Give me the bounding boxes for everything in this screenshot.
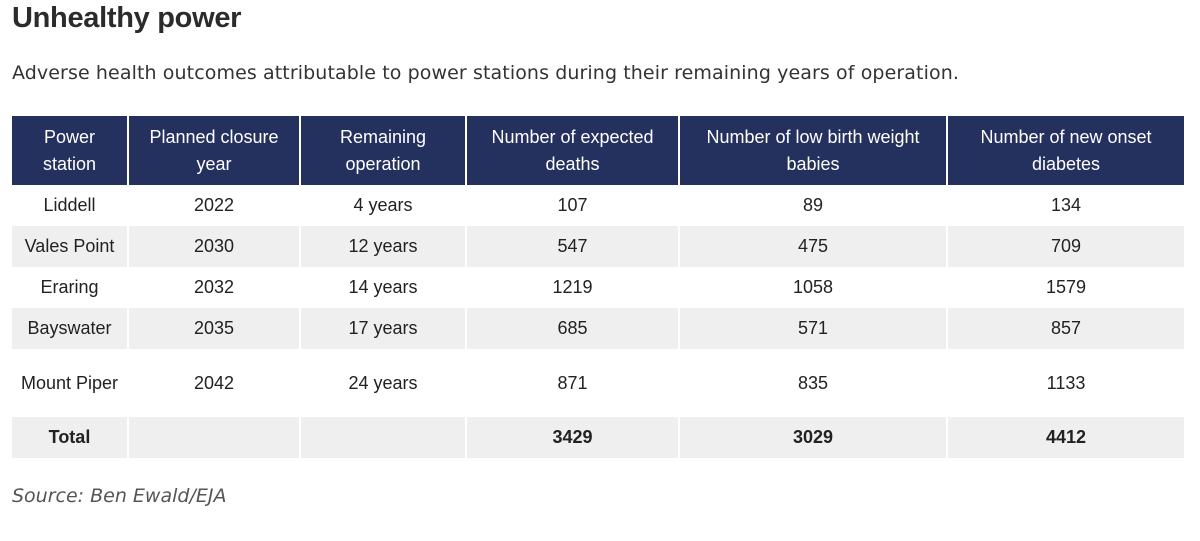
column-header-low-birth-weight: Number of low birth weight babies xyxy=(678,116,947,185)
table-row: Liddell 2022 4 years 107 89 134 xyxy=(12,185,1184,226)
table-row: Vales Point 2030 12 years 547 475 709 xyxy=(12,226,1184,267)
remaining-operation-cell: 4 years xyxy=(299,185,466,226)
table-row: Mount Piper 2042 24 years 871 835 1133 xyxy=(12,349,1184,417)
new-onset-diabetes-cell: 1133 xyxy=(946,349,1184,417)
low-birth-weight-cell: 89 xyxy=(678,185,947,226)
closure-year-cell: 2035 xyxy=(127,308,300,349)
total-empty-cell xyxy=(127,417,300,458)
source-note: Source: Ben Ewald/EJA xyxy=(12,485,227,507)
closure-year-cell: 2030 xyxy=(127,226,300,267)
total-empty-cell xyxy=(299,417,466,458)
station-name-cell: Bayswater xyxy=(12,308,128,349)
station-name-cell: Liddell xyxy=(43,195,96,215)
expected-deaths-cell: 1219 xyxy=(465,267,679,308)
low-birth-weight-cell: 475 xyxy=(678,226,947,267)
column-header-expected-deaths: Number of expected deaths xyxy=(465,116,679,185)
table-row: Eraring 2032 14 years 1219 1058 1579 xyxy=(12,267,1184,308)
total-new-onset-diabetes-cell: 4412 xyxy=(946,417,1184,458)
expected-deaths-cell: 547 xyxy=(465,226,679,267)
remaining-operation-cell: 24 years xyxy=(299,349,466,417)
column-header-closure-year: Planned closure year xyxy=(127,116,300,185)
low-birth-weight-cell: 835 xyxy=(678,349,947,417)
table-row: Bayswater 2035 17 years 685 571 857 xyxy=(12,308,1184,349)
total-expected-deaths-cell: 3429 xyxy=(465,417,679,458)
total-label-cell: Total xyxy=(12,417,128,458)
remaining-operation-cell: 14 years xyxy=(299,267,466,308)
column-header-remaining-operation: Remaining operation xyxy=(299,116,466,185)
column-header-new-onset-diabetes: Number of new onset diabetes xyxy=(946,116,1184,185)
expected-deaths-cell: 107 xyxy=(465,185,679,226)
remaining-operation-cell: 12 years xyxy=(299,226,466,267)
new-onset-diabetes-cell: 857 xyxy=(946,308,1184,349)
low-birth-weight-cell: 1058 xyxy=(678,267,947,308)
table-total-row: Total 3429 3029 4412 xyxy=(12,417,1184,458)
station-name-cell: Mount Piper xyxy=(20,372,119,393)
closure-year-cell: 2042 xyxy=(127,349,300,417)
table-header-row: Power station Planned closure year Remai… xyxy=(12,116,1184,185)
closure-year-cell: 2022 xyxy=(127,185,300,226)
closure-year-cell: 2032 xyxy=(127,267,300,308)
chart-title: Unhealthy power xyxy=(12,2,242,34)
new-onset-diabetes-cell: 709 xyxy=(946,226,1184,267)
chart-subtitle: Adverse health outcomes attributable to … xyxy=(12,62,959,84)
station-name-cell: Eraring xyxy=(40,277,99,297)
column-header-power-station: Power station xyxy=(12,116,128,185)
low-birth-weight-cell: 571 xyxy=(678,308,947,349)
expected-deaths-cell: 685 xyxy=(465,308,679,349)
remaining-operation-cell: 17 years xyxy=(299,308,466,349)
station-name-cell: Vales Point xyxy=(12,226,128,267)
new-onset-diabetes-cell: 1579 xyxy=(946,267,1184,308)
health-outcomes-table: Power station Planned closure year Remai… xyxy=(12,116,1184,458)
new-onset-diabetes-cell: 134 xyxy=(946,185,1184,226)
expected-deaths-cell: 871 xyxy=(465,349,679,417)
total-low-birth-weight-cell: 3029 xyxy=(678,417,947,458)
